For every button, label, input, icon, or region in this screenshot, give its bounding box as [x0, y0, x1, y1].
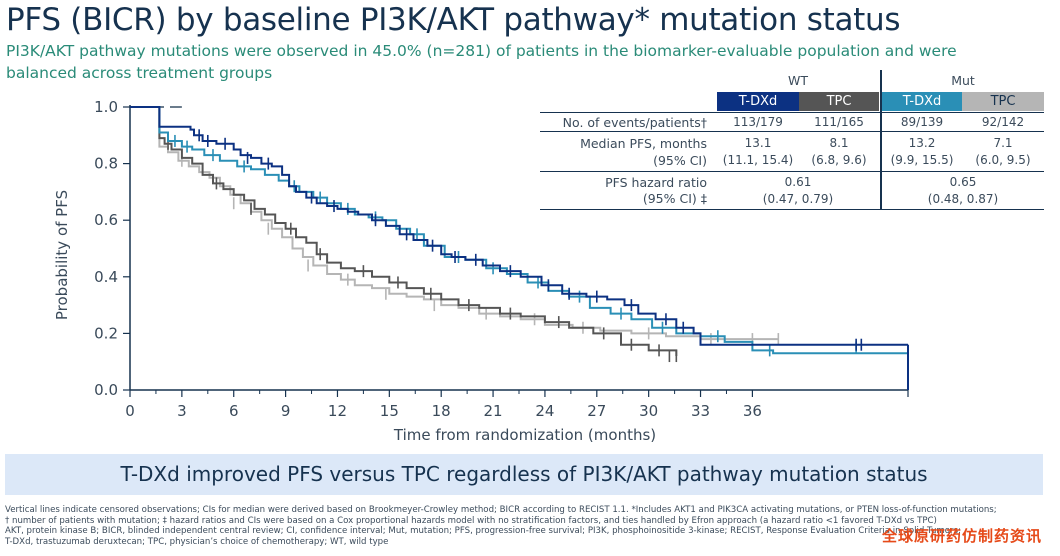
footnote-line: Vertical lines indicate censored observa…	[5, 505, 997, 515]
cell: 113/179	[733, 115, 783, 129]
km-curve	[130, 106, 908, 355]
watermark: 全球原研药仿制药资讯	[881, 527, 1042, 545]
y-tick-label: 0.4	[94, 268, 118, 286]
x-tick-label: 33	[691, 402, 710, 420]
row-label-hr: PFS hazard ratio	[605, 175, 707, 190]
footnote-line: T-DXd, trastuzumab deruxtecan; TPC, phys…	[5, 536, 389, 547]
cell: 8.1	[829, 136, 849, 150]
footnote-line: AKT, protein kinase B; BICR, blinded ind…	[5, 526, 961, 537]
cell: (11.1, 15.4)	[722, 153, 794, 167]
x-tick-label: 27	[587, 402, 606, 420]
cell: (6.0, 9.5)	[975, 153, 1031, 167]
table-divider	[880, 70, 882, 210]
group-label-mut: Mut	[951, 73, 975, 88]
y-tick-label: 0.6	[94, 211, 118, 229]
table-rule	[540, 131, 1044, 132]
y-axis-label: Probability of PFS	[53, 189, 71, 321]
x-tick-label: 18	[432, 402, 451, 420]
km-curve	[130, 106, 678, 356]
row-label-median-ci: (95% CI)	[653, 153, 707, 168]
footnotes: Vertical lines indicate censored observa…	[5, 505, 1050, 547]
page-subtitle: PI3K/AKT pathway mutations were observed…	[6, 42, 957, 82]
km-curve	[130, 106, 908, 346]
cell: (6.8, 9.6)	[811, 153, 867, 167]
y-tick-label: 0.8	[94, 155, 118, 173]
chart-axes: 0 3 6 9 12 15 18 21 24 27 30 33 360.00.20.40.60.81.0	[94, 98, 909, 420]
x-tick-label: 30	[639, 402, 658, 420]
x-tick-label: 15	[380, 402, 399, 420]
row-label-median: Median PFS, months	[580, 136, 707, 151]
table-rule	[540, 171, 1044, 172]
table-rule	[540, 112, 1044, 113]
cell: (0.48, 0.87)	[927, 192, 999, 206]
cell: 111/165	[814, 115, 864, 129]
x-tick-label: 3	[177, 402, 187, 420]
row-label-events: No. of events/patients†	[562, 115, 707, 130]
x-tick-label: 36	[743, 402, 762, 420]
cell: 13.2	[908, 136, 936, 150]
y-tick-label: 0.2	[94, 324, 118, 342]
cell: (0.47, 0.79)	[762, 192, 834, 206]
y-tick-label: 1.0	[94, 98, 118, 116]
footnote-line: † number of patients with mutation; ‡ ha…	[5, 515, 937, 526]
x-tick-label: 6	[229, 402, 239, 420]
arm-header-tdxd-mut: T-DXd	[882, 92, 962, 111]
cell: 0.65	[949, 175, 977, 189]
cell: (9.9, 15.5)	[890, 153, 954, 167]
table-rule	[540, 209, 1044, 210]
cell: 92/142	[981, 115, 1025, 129]
arm-header-tpc-mut: TPC	[962, 92, 1044, 111]
row-label-hr-ci: (95% CI) ‡	[642, 191, 707, 206]
x-tick-label: 0	[125, 402, 135, 420]
chart-curves	[130, 106, 909, 390]
page-title: PFS (BICR) by baseline PI3K/AKT pathway*…	[6, 2, 901, 38]
cell: 89/139	[900, 115, 944, 129]
group-label-wt: WT	[788, 73, 808, 88]
arm-header-tdxd-wt: T-DXd	[717, 92, 799, 111]
y-tick-label: 0.0	[94, 381, 118, 399]
cell: 0.61	[784, 175, 812, 189]
x-tick-label: 12	[328, 402, 347, 420]
x-axis-label: Time from randomization (months)	[393, 426, 657, 444]
cell: 7.1	[993, 136, 1013, 150]
x-tick-label: 9	[281, 402, 291, 420]
arm-header-tpc-wt: TPC	[799, 92, 879, 111]
key-message-banner: T-DXd improved PFS versus TPC regardless…	[5, 454, 1043, 495]
x-tick-label: 24	[535, 402, 554, 420]
cell: 13.1	[744, 136, 772, 150]
x-tick-label: 21	[484, 402, 503, 420]
